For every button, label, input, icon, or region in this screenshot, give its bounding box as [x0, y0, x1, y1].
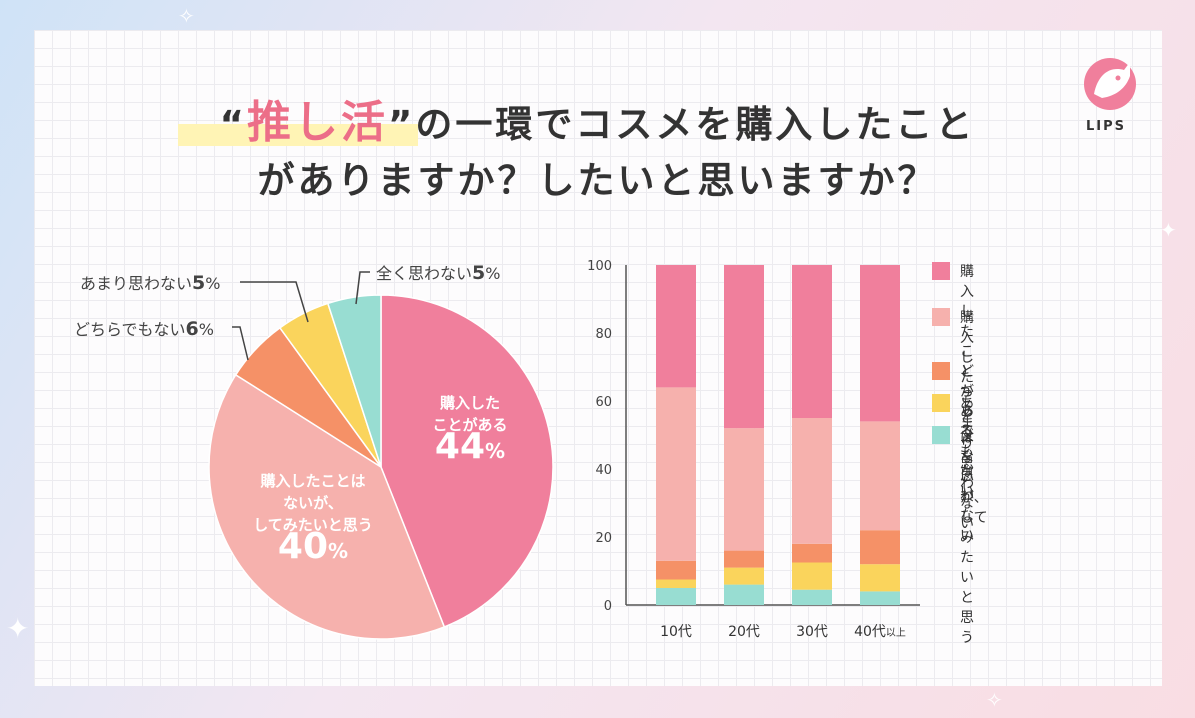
x-tick-label: 10代 [660, 624, 692, 640]
bar-segment-not_much [860, 564, 900, 592]
pie-label-neither: どちらでもない6% [74, 318, 214, 340]
legend-swatch [932, 426, 950, 444]
bar-segment-want [792, 418, 832, 544]
x-tick-label: 40代以上 [854, 624, 906, 640]
sparkle-icon: ✦ [6, 612, 30, 645]
pie-label-not-much: あまり思わない5% [80, 272, 221, 294]
legend-item: 購入したことはないが、 してみたいと思う [932, 308, 988, 648]
legend-swatch [932, 362, 950, 380]
sparkle-icon: ✦ [1160, 218, 1177, 242]
stacked-bar-chart: 0 20 40 60 80 100 10代 20代 30代 40代以上 [587, 259, 920, 640]
y-tick-label: 0 [604, 599, 612, 614]
pie-label-want: 購入したことは ないが、 してみたいと思う 40% [253, 472, 373, 567]
bar-segment-want [656, 387, 696, 561]
pie-chart [208, 271, 554, 640]
pie-slice-not_at_all [326, 294, 382, 468]
bar-segment-not_at_all [860, 591, 900, 605]
bar-segment-not_at_all [656, 588, 696, 605]
x-tick-label: 30代 [796, 624, 828, 640]
bar-segment-not_at_all [792, 589, 832, 605]
title-line1-rest: の一環でコスメを購入したこと [415, 103, 976, 146]
sparkle-icon: ✧ [986, 688, 1003, 712]
legend-item: 全く思わない [932, 426, 974, 546]
bar-segment-not_much [656, 579, 696, 588]
title-highlight-bar [178, 124, 418, 146]
legend-item: 購入したことがある [932, 262, 974, 442]
bar-segment-purchased [860, 265, 900, 422]
bar-segment-not_much [792, 562, 832, 590]
y-tick-label: 80 [595, 327, 612, 342]
bar-segment-purchased [724, 265, 764, 429]
legend-swatch [932, 262, 950, 280]
legend-label: 全く思わない [960, 428, 974, 544]
bar-segment-neither [656, 560, 696, 580]
y-tick-label: 40 [595, 463, 612, 478]
bar-segment-neither [860, 530, 900, 565]
pie-slice-purchased [380, 294, 554, 628]
legend-swatch [932, 308, 950, 326]
pie-leader-line [240, 281, 309, 323]
lips-logo-icon [1084, 58, 1136, 110]
pie-label-not-at-all: 全く思わない5% [376, 262, 501, 284]
logo-text: LIPS [1086, 119, 1127, 134]
legend-item: どちらでもない [932, 362, 974, 502]
page-title-line2: がありますか？したいと思いますか？ [257, 159, 938, 202]
bar-segment-want [724, 428, 764, 551]
legend-item: あまり思わない [932, 394, 974, 534]
bar-segment-neither [792, 543, 832, 563]
legend-label: 購入したことはないが、 してみたいと思う [960, 310, 988, 646]
bar-segment-purchased [792, 265, 832, 418]
pie-leader-line [355, 271, 370, 305]
sparkle-icon: ✧ [178, 4, 195, 28]
bar-segment-neither [724, 550, 764, 568]
bar-segment-purchased [656, 265, 696, 388]
legend-swatch [932, 394, 950, 412]
pie-label-purchased: 購入した ことがある 44% [432, 394, 508, 467]
legend-label: あまり思わない [960, 396, 974, 532]
y-tick-label: 100 [587, 259, 612, 274]
bar-segment-want [860, 421, 900, 531]
title-highlight: 推し活 [247, 97, 388, 148]
y-tick-label: 60 [595, 395, 612, 410]
bar-segment-not_at_all [724, 584, 764, 605]
legend-label: 購入したことがある [960, 264, 974, 440]
close-quote: ” [388, 103, 416, 146]
pie-slice-want [208, 373, 446, 640]
x-tick-label: 20代 [728, 624, 760, 640]
page-title-line1: “推し活”の一環でコスメを購入したこと [0, 86, 1195, 150]
y-tick-label: 20 [595, 531, 612, 546]
bar-segment-not_much [724, 567, 764, 585]
pie-leader-line [232, 326, 249, 361]
open-quote: “ [219, 103, 247, 146]
legend-label: どちらでもない [960, 364, 974, 500]
